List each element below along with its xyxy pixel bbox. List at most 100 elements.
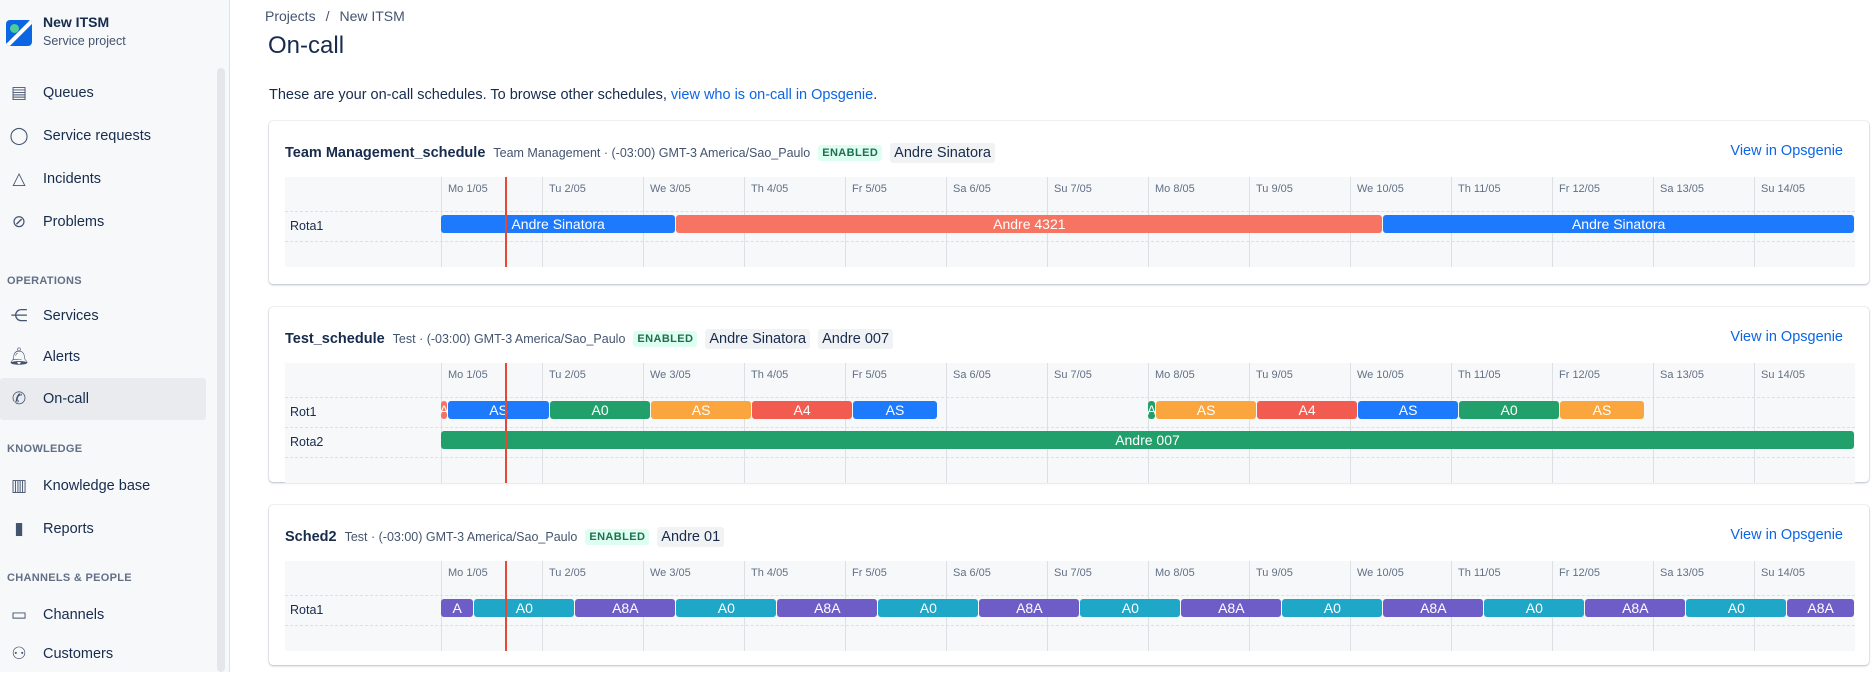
sidebar-item-alerts[interactable]: 🔔︎ Alerts xyxy=(0,336,206,378)
shift-bar[interactable]: AS xyxy=(1156,401,1257,419)
day-gridline xyxy=(1047,595,1048,651)
shift-bar[interactable]: AS xyxy=(1560,401,1644,419)
sidebar-scrollbar[interactable] xyxy=(217,68,225,672)
schedule-name[interactable]: Test_schedule xyxy=(285,331,385,347)
day-header: Sa 6/05 xyxy=(946,363,1047,397)
day-header: Su 7/05 xyxy=(1047,363,1148,397)
schedule-card: Sched2 Test · (-03:00) GMT-3 America/Sao_… xyxy=(269,505,1869,665)
book-icon: ▥ xyxy=(10,476,28,495)
sidebar-section-title: OPERATIONS xyxy=(7,275,82,287)
shift-bar[interactable]: A0 xyxy=(550,401,651,419)
day-gridline xyxy=(1249,595,1250,651)
day-header: Sa 13/05 xyxy=(1653,177,1754,211)
schedule-meta: Team Management · (-03:00) GMT-3 America… xyxy=(493,146,811,160)
shift-bar[interactable]: AS xyxy=(448,401,550,419)
sidebar-item-knowledge-base[interactable]: ▥ Knowledge base xyxy=(0,465,206,507)
day-gridline xyxy=(1754,211,1755,267)
shift-bar[interactable]: Andre 4321 xyxy=(676,215,1383,233)
shift-bar[interactable]: A8A xyxy=(777,599,878,617)
monitor-icon: ▭ xyxy=(10,605,28,624)
shift-bar[interactable]: A0 xyxy=(1484,599,1585,617)
sidebar-item-reports[interactable]: ▮ Reports xyxy=(0,508,206,550)
shift-bar[interactable]: A8A xyxy=(575,599,676,617)
view-in-opsgenie-link[interactable]: View in Opsgenie xyxy=(1730,143,1843,159)
day-header: Sa 6/05 xyxy=(946,177,1047,211)
day-header: Tu 2/05 xyxy=(542,561,643,595)
breadcrumb: Projects / New ITSM xyxy=(265,8,405,24)
shift-bar[interactable]: A xyxy=(441,599,474,617)
shift-bar[interactable]: A0 xyxy=(1459,401,1560,419)
day-gridline xyxy=(1653,595,1654,651)
sidebar-item-queues[interactable]: ▤ Queues xyxy=(0,72,206,114)
shift-bar[interactable]: A8A xyxy=(1383,599,1484,617)
shift-bar[interactable]: A0 xyxy=(474,599,575,617)
sidebar-section-title: KNOWLEDGE xyxy=(7,443,83,455)
shift-bar[interactable]: Andre 007 xyxy=(441,431,1854,449)
shift-bar[interactable]: A0 xyxy=(1282,599,1383,617)
timeline-background xyxy=(285,363,1855,483)
row-gridline xyxy=(285,457,1855,458)
breadcrumb-projects[interactable]: Projects xyxy=(265,8,316,24)
shift-bar[interactable]: Andre Sinatora xyxy=(441,215,676,233)
project-header[interactable]: New ITSM Service project xyxy=(6,12,126,52)
shift-bar[interactable]: A4 xyxy=(1257,401,1358,419)
schedule-timeline: Mo 1/05 Tu 2/05 We 3/05 Th 4/05 Fr 5/05 Sa 6/… xyxy=(285,561,1855,651)
day-header: Th 4/05 xyxy=(744,363,845,397)
intro-sentence: These are your on-call schedules. To bro… xyxy=(269,87,671,103)
day-gridline xyxy=(1451,595,1452,651)
blocked-icon: ⊘ xyxy=(11,212,27,231)
shift-bar[interactable]: A xyxy=(1148,401,1156,419)
day-header: Tu 9/05 xyxy=(1249,177,1350,211)
shift-bar[interactable]: A8A xyxy=(1181,599,1282,617)
day-gridline xyxy=(441,211,442,267)
sidebar-item-problems[interactable]: ⊘ Problems xyxy=(0,201,206,243)
view-in-opsgenie-link[interactable]: View in Opsgenie xyxy=(1730,527,1843,543)
view-in-opsgenie-link[interactable]: View in Opsgenie xyxy=(1730,329,1843,345)
page-title: On-call xyxy=(268,32,345,59)
day-gridline xyxy=(441,595,442,651)
shift-bar[interactable]: AS xyxy=(853,401,937,419)
shift-bar[interactable]: AS xyxy=(1358,401,1459,419)
shift-bar[interactable]: A0 xyxy=(1686,599,1787,617)
day-header: We 10/05 xyxy=(1350,177,1451,211)
sidebar-item-label: Service requests xyxy=(43,128,151,144)
main-content: Projects / New ITSM On-call These are your… xyxy=(231,0,1874,672)
shift-bar[interactable]: A0 xyxy=(1080,599,1181,617)
day-header: We 3/05 xyxy=(643,561,744,595)
row-gridline xyxy=(285,211,1855,212)
sidebar-item-incidents[interactable]: △ Incidents xyxy=(0,158,206,200)
schedule-card: Test_schedule Test · (-03:00) GMT-3 Ameri… xyxy=(269,307,1869,483)
day-header: Su 7/05 xyxy=(1047,561,1148,595)
shift-bar[interactable]: A4 xyxy=(752,401,853,419)
shift-bar[interactable]: Andre Sinatora xyxy=(1383,215,1854,233)
shift-bar[interactable]: A0 xyxy=(676,599,777,617)
day-header: Fr 12/05 xyxy=(1552,177,1653,211)
sidebar-item-label: On-call xyxy=(43,391,89,407)
rotation-label: Rota2 xyxy=(290,435,324,449)
shift-bar[interactable]: A8A xyxy=(1787,599,1854,617)
sidebar-item-label: Customers xyxy=(43,646,114,662)
sidebar-item-customers[interactable]: ⚇ Customers xyxy=(0,633,206,675)
day-header: Tu 9/05 xyxy=(1249,363,1350,397)
opsgenie-link[interactable]: view who is on-call in Opsgenie xyxy=(670,87,874,103)
sidebar-item-on-call[interactable]: ✆ On-call xyxy=(0,378,206,420)
sidebar-item-label: Queues xyxy=(43,85,94,101)
sidebar-item-label: Services xyxy=(43,308,99,324)
breadcrumb-project[interactable]: New ITSM xyxy=(339,8,405,24)
shift-bar[interactable]: A8A xyxy=(979,599,1080,617)
sidebar-item-service-requests[interactable]: ◯ Service requests xyxy=(0,115,206,157)
sidebar-item-channels[interactable]: ▭ Channels xyxy=(0,594,206,636)
shift-bar[interactable]: A xyxy=(441,401,448,419)
schedule-header: Team Management_schedule Team Management … xyxy=(285,141,1003,165)
sidebar-item-services[interactable]: ⋲ Services xyxy=(0,295,206,337)
day-header: Fr 5/05 xyxy=(845,363,946,397)
day-gridline xyxy=(744,211,745,267)
shift-bar[interactable]: A8A xyxy=(1585,599,1686,617)
sidebar-item-label: Problems xyxy=(43,214,105,230)
on-call-person-tag: Andre 007 xyxy=(818,329,894,349)
schedule-name[interactable]: Team Management_schedule xyxy=(285,145,486,161)
shift-bar[interactable]: AS xyxy=(651,401,752,419)
day-gridline xyxy=(1047,211,1048,267)
schedule-name[interactable]: Sched2 xyxy=(285,529,337,545)
shift-bar[interactable]: A0 xyxy=(878,599,979,617)
